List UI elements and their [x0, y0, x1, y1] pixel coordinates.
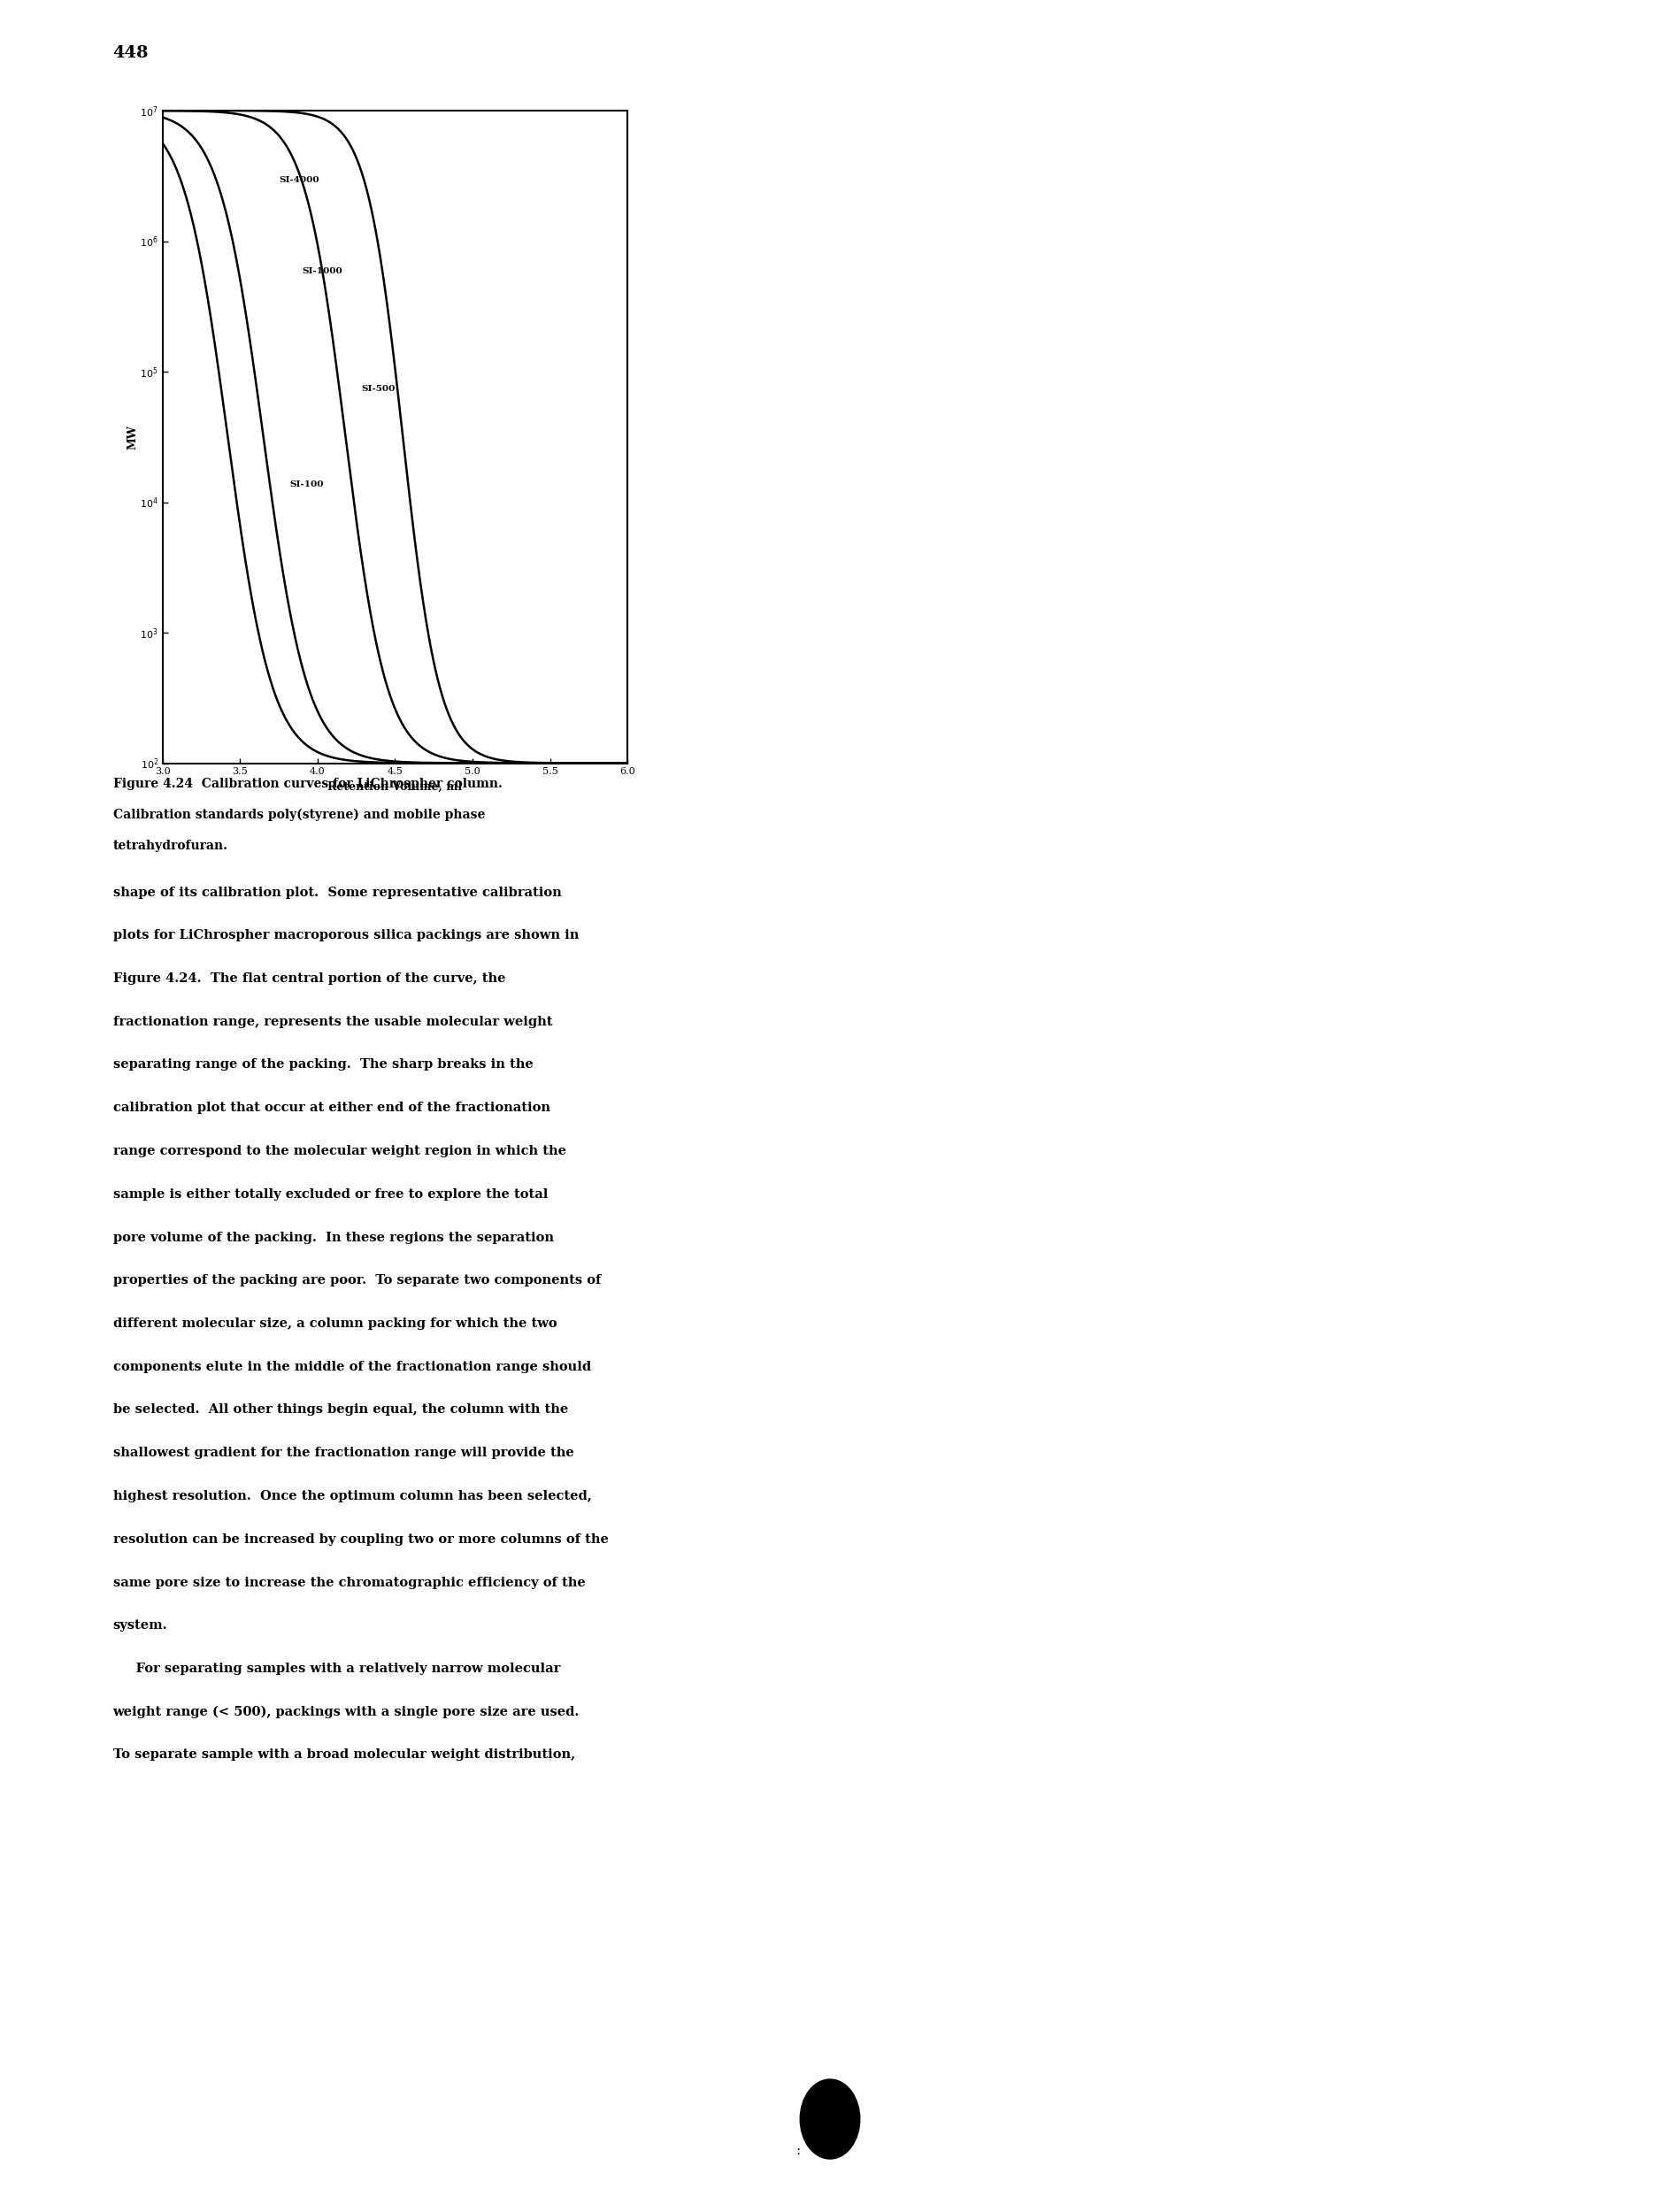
- Text: components elute in the middle of the fractionation range should: components elute in the middle of the fr…: [113, 1360, 591, 1374]
- Text: properties of the packing are poor.  To separate two components of: properties of the packing are poor. To s…: [113, 1274, 601, 1287]
- Text: different molecular size, a column packing for which the two: different molecular size, a column packi…: [113, 1318, 556, 1329]
- Text: system.: system.: [113, 1619, 168, 1632]
- Text: sample is either totally excluded or free to explore the total: sample is either totally excluded or fre…: [113, 1188, 548, 1201]
- X-axis label: Retention Volume, ml: Retention Volume, ml: [327, 781, 463, 792]
- Text: SI-100: SI-100: [290, 480, 324, 489]
- Text: tetrahydrofuran.: tetrahydrofuran.: [113, 841, 227, 852]
- Text: resolution can be increased by coupling two or more columns of the: resolution can be increased by coupling …: [113, 1533, 608, 1546]
- Text: fractionation range, represents the usable molecular weight: fractionation range, represents the usab…: [113, 1015, 553, 1029]
- Text: calibration plot that occur at either end of the fractionation: calibration plot that occur at either en…: [113, 1102, 549, 1115]
- Text: To separate sample with a broad molecular weight distribution,: To separate sample with a broad molecula…: [113, 1750, 574, 1761]
- Text: separating range of the packing.  The sharp breaks in the: separating range of the packing. The sha…: [113, 1060, 533, 1071]
- Text: range correspond to the molecular weight region in which the: range correspond to the molecular weight…: [113, 1146, 566, 1157]
- Text: Calibration standards poly(styrene) and mobile phase: Calibration standards poly(styrene) and …: [113, 807, 485, 821]
- Text: plots for LiChrospher macroporous silica packings are shown in: plots for LiChrospher macroporous silica…: [113, 929, 579, 942]
- Text: :       ’: : ’: [797, 2146, 837, 2157]
- Y-axis label: MW: MW: [128, 425, 139, 449]
- Text: weight range (< 500), packings with a single pore size are used.: weight range (< 500), packings with a si…: [113, 1705, 579, 1719]
- Text: pore volume of the packing.  In these regions the separation: pore volume of the packing. In these reg…: [113, 1232, 553, 1243]
- Text: same pore size to increase the chromatographic efficiency of the: same pore size to increase the chromatog…: [113, 1577, 586, 1588]
- Text: highest resolution.  Once the optimum column has been selected,: highest resolution. Once the optimum col…: [113, 1491, 591, 1502]
- Text: SI-500: SI-500: [360, 385, 395, 394]
- Text: For separating samples with a relatively narrow molecular: For separating samples with a relatively…: [113, 1663, 559, 1674]
- Text: Figure 4.24  Calibration curves for LiChrospher column.: Figure 4.24 Calibration curves for LiChr…: [113, 779, 501, 790]
- Text: SI-1000: SI-1000: [302, 268, 342, 276]
- Text: Figure 4.24.  The flat central portion of the curve, the: Figure 4.24. The flat central portion of…: [113, 973, 505, 984]
- Text: shape of its calibration plot.  Some representative calibration: shape of its calibration plot. Some repr…: [113, 887, 561, 898]
- Text: shallowest gradient for the fractionation range will provide the: shallowest gradient for the fractionatio…: [113, 1447, 574, 1460]
- Text: be selected.  All other things begin equal, the column with the: be selected. All other things begin equa…: [113, 1405, 568, 1416]
- Text: 448: 448: [113, 44, 149, 62]
- Text: SI-4000: SI-4000: [279, 177, 319, 184]
